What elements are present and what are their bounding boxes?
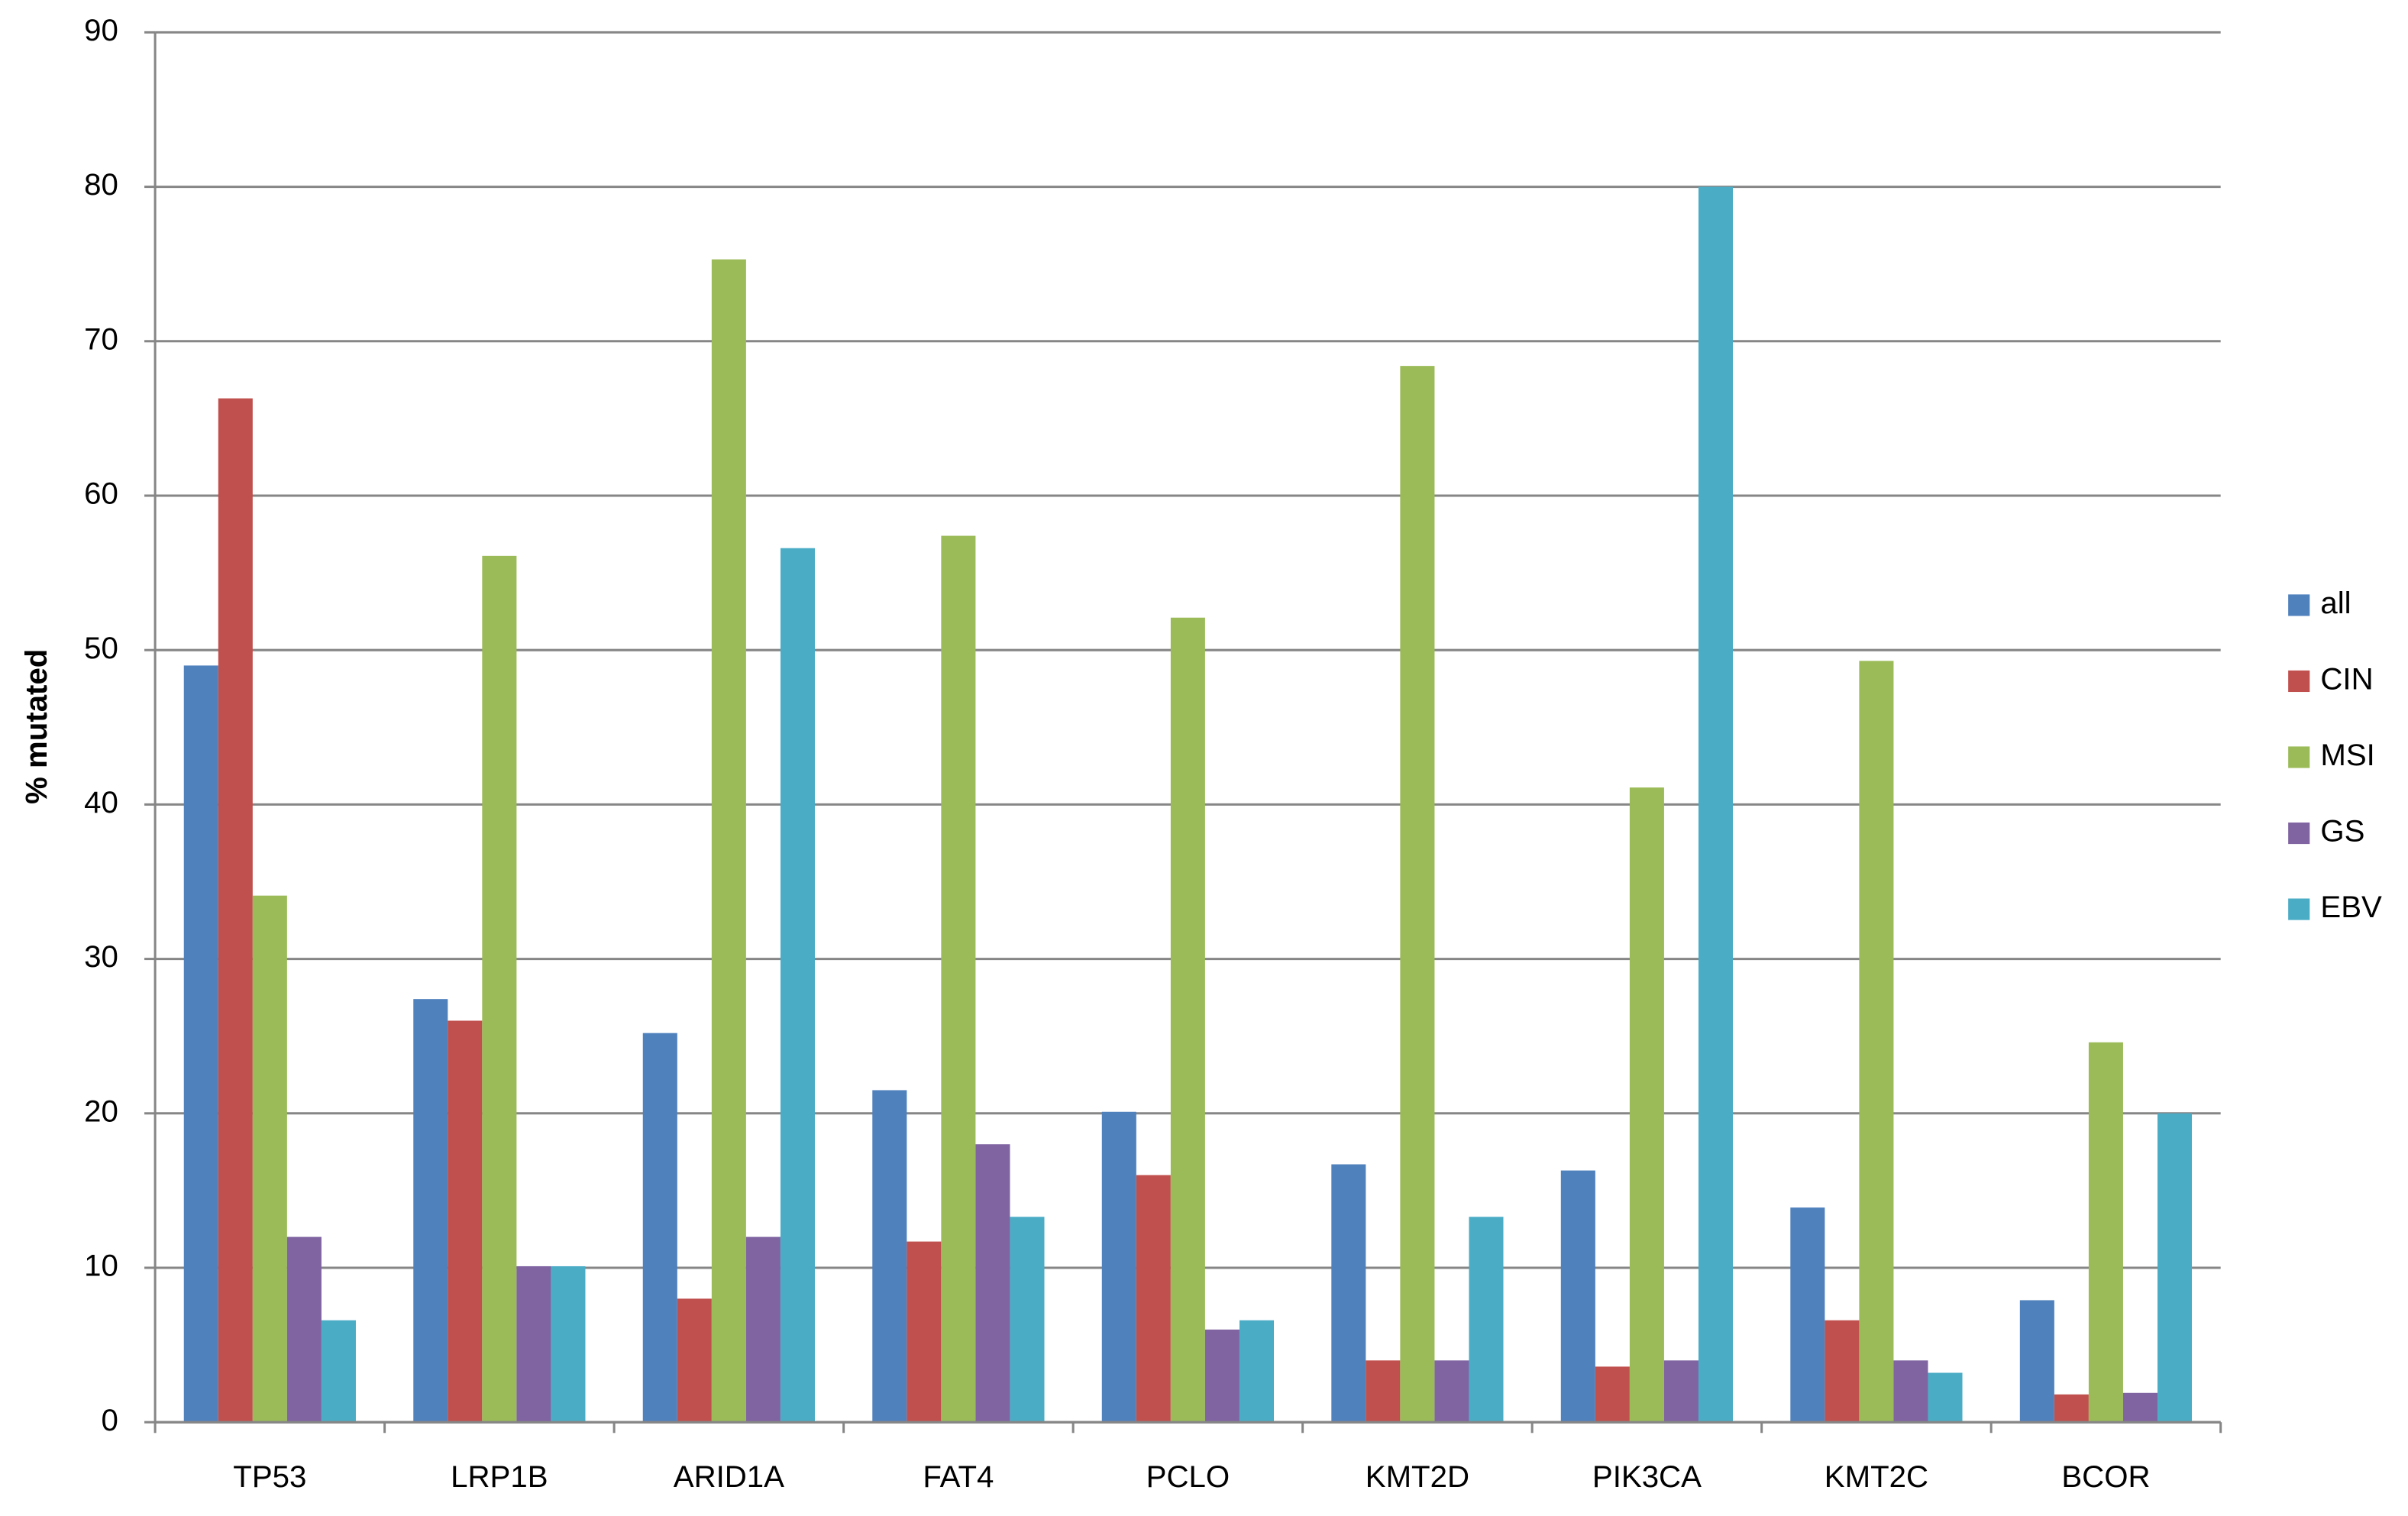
bar	[2054, 1394, 2089, 1423]
bar	[1825, 1320, 1860, 1423]
legend-label: EBV	[2320, 890, 2382, 924]
bar	[745, 1236, 781, 1423]
y-tick-label: 60	[84, 477, 118, 511]
bar	[252, 895, 287, 1423]
bar	[2122, 1392, 2158, 1423]
bar	[2019, 1300, 2054, 1423]
bar	[1560, 1170, 1595, 1423]
bar	[677, 1298, 712, 1423]
bar	[551, 1265, 586, 1423]
bar	[1790, 1207, 1825, 1423]
x-tick-label: PCLO	[1146, 1459, 1230, 1494]
bar	[448, 1020, 483, 1423]
legend-label: GS	[2320, 814, 2364, 849]
bar	[413, 999, 448, 1423]
legend-label: MSI	[2320, 738, 2374, 772]
bar	[1434, 1360, 1469, 1423]
bar	[286, 1236, 322, 1423]
y-axis-label: % mutated	[19, 649, 53, 804]
y-tick-label: 50	[84, 631, 118, 665]
x-tick-label: KMT2D	[1366, 1459, 1469, 1494]
y-tick-label: 70	[84, 322, 118, 356]
y-tick-label: 20	[84, 1094, 118, 1128]
bar	[1893, 1360, 1928, 1423]
bar	[1366, 1360, 1401, 1423]
bar	[1400, 366, 1435, 1423]
legend-swatch	[2288, 898, 2310, 920]
bar	[1928, 1372, 1963, 1423]
y-tick-label: 90	[84, 13, 118, 47]
bar	[183, 665, 218, 1423]
bar	[2088, 1042, 2123, 1423]
y-tick-label: 30	[84, 939, 118, 974]
x-tick-label: PIK3CA	[1592, 1459, 1702, 1494]
bar	[711, 259, 746, 1423]
bar	[872, 1090, 907, 1423]
bar	[780, 548, 815, 1423]
x-tick-label: BCOR	[2061, 1459, 2150, 1494]
x-tick-label: ARID1A	[674, 1459, 784, 1494]
legend-swatch	[2288, 746, 2310, 768]
bar	[1629, 787, 1664, 1423]
bar	[642, 1033, 677, 1423]
x-tick-label: TP53	[233, 1459, 306, 1494]
bar	[218, 398, 253, 1423]
bar	[321, 1320, 356, 1423]
y-tick-label: 0	[101, 1403, 118, 1437]
bar	[1136, 1175, 1171, 1423]
bar	[907, 1241, 942, 1423]
bar	[1859, 661, 1894, 1423]
bar	[1663, 1360, 1699, 1423]
bar	[1595, 1366, 1630, 1423]
bar	[1331, 1164, 1366, 1423]
legend-swatch	[2288, 594, 2310, 616]
bar	[1239, 1320, 1274, 1423]
bar	[1698, 186, 1734, 1423]
legend-label: CIN	[2320, 662, 2373, 697]
bar	[2157, 1113, 2193, 1423]
legend-label: all	[2320, 586, 2351, 620]
bar	[975, 1144, 1010, 1423]
bar	[1204, 1329, 1240, 1423]
legend-swatch	[2288, 670, 2310, 693]
bar	[516, 1265, 551, 1423]
y-tick-label: 40	[84, 785, 118, 819]
y-tick-label: 80	[84, 167, 118, 202]
bar	[482, 555, 517, 1423]
y-tick-label: 10	[84, 1249, 118, 1283]
legend-swatch	[2288, 822, 2310, 845]
bar	[1469, 1217, 1504, 1423]
x-tick-label: LRP1B	[451, 1459, 548, 1494]
x-tick-label: FAT4	[923, 1459, 994, 1494]
bar	[1101, 1111, 1136, 1423]
x-tick-label: KMT2C	[1825, 1459, 1928, 1494]
bar	[941, 535, 976, 1423]
bar	[1010, 1217, 1045, 1423]
bar	[1170, 617, 1205, 1423]
